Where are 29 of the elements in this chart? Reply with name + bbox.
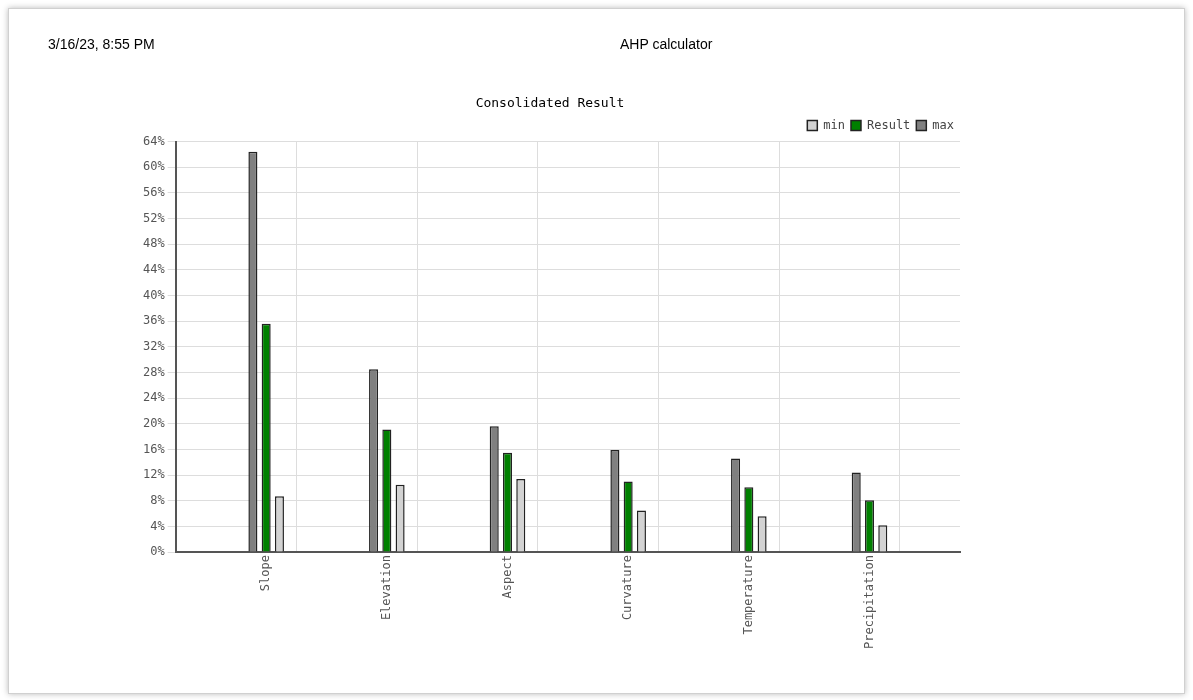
x-tick-label: Elevation — [378, 555, 393, 621]
y-tick-label: 36% — [142, 313, 166, 328]
legend-label: Result — [866, 117, 911, 132]
y-tick-label: 0% — [150, 544, 166, 559]
y-tick-label: 64% — [142, 133, 166, 148]
y-tick-label: 44% — [142, 262, 166, 276]
y-tick-label: 24% — [142, 390, 166, 405]
y-tick-label: 52% — [142, 210, 166, 225]
legend-label: max — [932, 117, 955, 132]
y-tick-label: 60% — [142, 159, 166, 174]
y-tick-label: 12% — [142, 467, 166, 482]
y-tick-label: 56% — [142, 185, 166, 200]
x-tick-label: Curvature — [620, 555, 635, 621]
x-tick-label: Temperature — [740, 555, 755, 635]
legend-label: min — [823, 117, 845, 132]
text: 3/16/23, 8:55 PM — [48, 36, 155, 52]
y-tick-label: 48% — [142, 236, 166, 251]
y-tick-label: 8% — [150, 492, 166, 507]
x-tick-label: Slope — [258, 555, 273, 592]
y-tick-label: 40% — [142, 287, 166, 302]
y-tick-label: 20% — [142, 415, 166, 430]
y-tick-label: 4% — [150, 518, 166, 533]
y-tick-label: 28% — [142, 364, 166, 379]
x-tick-label: Aspect — [499, 555, 514, 599]
y-tick-label: 32% — [142, 338, 166, 353]
y-tick-label: 16% — [142, 441, 166, 456]
x-tick-label: Precipitation — [861, 555, 876, 649]
text: AHP calculator — [620, 36, 713, 52]
chart-title: Consolidated Result — [475, 95, 625, 111]
